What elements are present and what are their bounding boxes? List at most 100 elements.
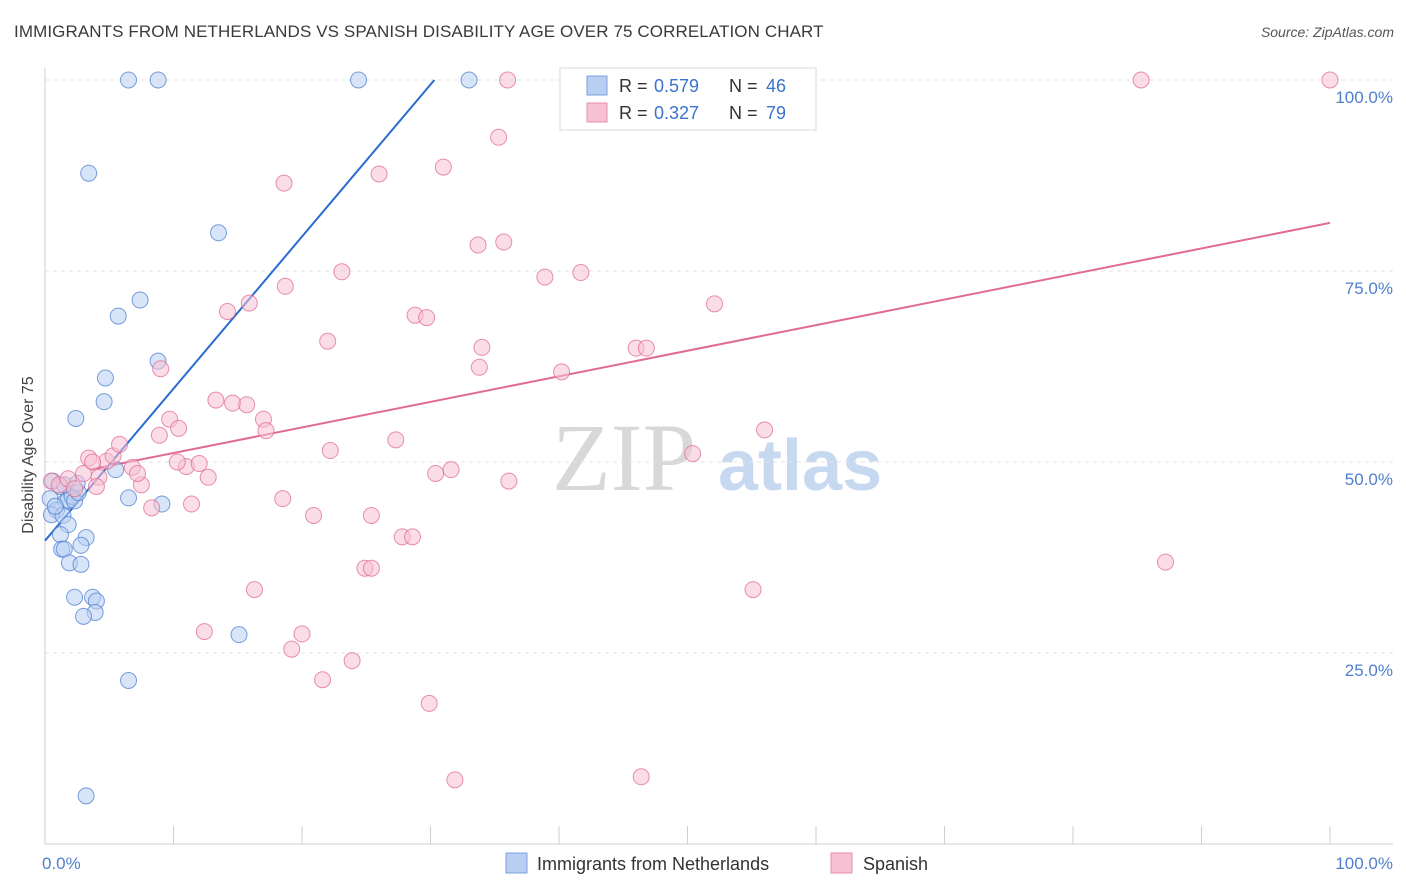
data-point [319, 332, 337, 350]
data-points [41, 71, 1339, 805]
data-point [1132, 71, 1150, 89]
data-point [80, 164, 98, 182]
data-point [230, 626, 248, 644]
data-point [362, 506, 380, 524]
data-point [84, 453, 102, 471]
data-point [67, 409, 85, 427]
data-point [275, 174, 293, 192]
series-netherlands [41, 71, 478, 805]
data-point [111, 435, 129, 453]
legend-r-value-1: 0.579 [654, 76, 699, 96]
trend-line-spanish [89, 221, 1331, 471]
data-point [257, 422, 275, 440]
data-point [632, 768, 650, 786]
data-point [536, 268, 554, 286]
data-point [1321, 71, 1339, 89]
data-point [473, 338, 491, 356]
data-point [120, 489, 138, 507]
data-point [442, 461, 460, 479]
data-point [572, 264, 590, 282]
data-point [75, 607, 93, 625]
y-axis-title: Disability Age Over 75 [20, 376, 37, 534]
data-point [756, 421, 774, 439]
data-point [1157, 553, 1175, 571]
data-point [305, 506, 323, 524]
data-point [66, 588, 84, 606]
data-point [87, 477, 105, 495]
data-point [490, 128, 508, 146]
data-point [150, 426, 168, 444]
bottom-legend-label-netherlands: Immigrants from Netherlands [537, 854, 769, 874]
chart-title: IMMIGRANTS FROM NETHERLANDS VS SPANISH D… [14, 22, 824, 41]
data-point [276, 277, 294, 295]
data-point [131, 291, 149, 309]
data-point [109, 307, 127, 325]
data-point [684, 445, 702, 463]
data-point [209, 224, 227, 242]
data-point [46, 497, 64, 515]
data-point [72, 555, 90, 573]
data-point [195, 623, 213, 641]
data-point [293, 625, 311, 643]
y-tick-label: 50.0% [1345, 470, 1393, 489]
data-point [143, 499, 161, 517]
legend-n-label-1: N = [729, 76, 758, 96]
data-point [446, 771, 464, 789]
bottom-legend-swatch-netherlands [505, 852, 528, 874]
data-point [333, 263, 351, 281]
data-point [744, 581, 762, 599]
bottom-legend: Immigrants from Netherlands Spanish [505, 852, 928, 874]
data-point [370, 165, 388, 183]
data-point [460, 71, 478, 89]
data-point [129, 464, 147, 482]
data-point [218, 302, 236, 320]
data-point [168, 453, 186, 471]
data-point [149, 71, 167, 89]
y-tick-label: 100.0% [1335, 88, 1393, 107]
bottom-legend-label-spanish: Spanish [863, 854, 928, 874]
watermark-zip: ZIP [552, 404, 696, 511]
data-point [238, 396, 256, 414]
series-spanish [42, 71, 1339, 789]
legend-r-value-2: 0.327 [654, 103, 699, 123]
x-tick-label-end: 100.0% [1335, 854, 1393, 873]
legend-r-label-2: R = [619, 103, 648, 123]
data-point [182, 495, 200, 513]
data-point [500, 472, 518, 490]
legend-n-label-2: N = [729, 103, 758, 123]
data-point [362, 559, 380, 577]
data-point [170, 419, 188, 437]
legend-n-value-2: 79 [766, 103, 786, 123]
x-tick-label-start: 0.0% [42, 854, 81, 873]
data-point [77, 787, 95, 805]
y-tick-label: 75.0% [1345, 279, 1393, 298]
data-point [120, 672, 138, 690]
gridlines: 25.0% 50.0% 75.0% 100.0% [45, 79, 1393, 680]
legend-swatch-netherlands [586, 75, 608, 96]
axes: 0.0% 100.0% [42, 68, 1393, 873]
data-point [418, 309, 436, 327]
data-point [404, 528, 422, 546]
data-point [420, 694, 438, 712]
data-point [470, 358, 488, 376]
legend-swatch-spanish [586, 102, 608, 123]
data-point [245, 581, 263, 599]
data-point [499, 71, 517, 89]
legend-r-label-1: R = [619, 76, 648, 96]
data-point [553, 363, 571, 381]
data-point [190, 455, 208, 473]
source-label: Source: ZipAtlas.com [1260, 24, 1394, 40]
data-point [321, 442, 339, 460]
data-point [387, 431, 405, 449]
data-point [434, 158, 452, 176]
data-point [240, 294, 258, 312]
data-point [72, 536, 90, 554]
data-point [495, 233, 513, 251]
data-point [51, 526, 69, 544]
data-point [96, 369, 114, 387]
data-point [224, 394, 242, 412]
data-point [469, 236, 487, 254]
data-point [152, 360, 170, 378]
legend: R = 0.579 N = 46 R = 0.327 N = 79 [559, 67, 817, 131]
